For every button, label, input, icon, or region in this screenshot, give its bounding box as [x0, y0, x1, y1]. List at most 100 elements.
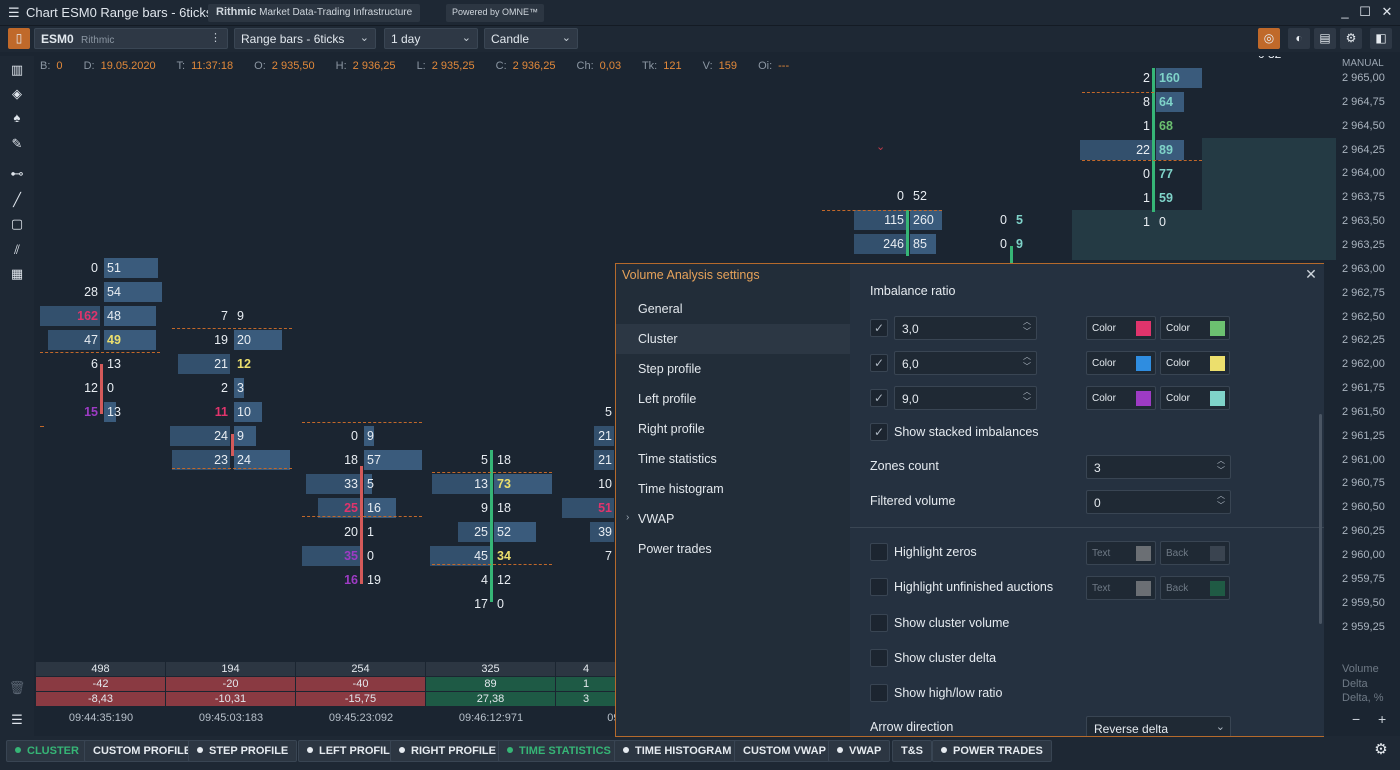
bid-volume: 9 — [481, 501, 488, 515]
highlight-unfinished-checkbox[interactable] — [870, 578, 888, 596]
nav-vwap[interactable]: › VWAP — [616, 504, 850, 534]
layers-icon[interactable]: ◈ — [12, 86, 22, 101]
tab-left-profile[interactable]: LEFT PROFILE — [298, 740, 407, 762]
price-label: 2 964,25 — [1342, 143, 1385, 156]
pencil-icon[interactable]: ✎ — [11, 136, 23, 151]
close-icon[interactable]: ✕ — [1305, 266, 1317, 282]
trash-icon[interactable]: 🗑 — [8, 680, 26, 695]
show-stacked-checkbox[interactable]: ✓ — [870, 423, 888, 441]
panel-toggle-icon[interactable]: ▯ — [8, 28, 30, 49]
stepper-icon[interactable]: ︿ ﹀ — [1023, 317, 1031, 336]
gear-icon[interactable]: ⚙ — [1374, 741, 1388, 758]
zoom-out-icon[interactable]: − — [1352, 711, 1361, 727]
nav-label: Right profile — [638, 422, 705, 436]
candle-wick — [906, 210, 909, 256]
ask-volume: 68 — [1159, 119, 1173, 133]
template-icon[interactable]: ▤ — [1314, 28, 1336, 49]
close-icon[interactable]: ✕ — [1381, 4, 1393, 19]
maximize-icon[interactable]: ☐ — [1359, 4, 1371, 19]
imbalance-color1-button[interactable]: Color — [1086, 386, 1156, 410]
imbalance-line — [302, 422, 422, 423]
ask-volume: 5 — [1016, 213, 1023, 227]
imbalance-ratio-input[interactable]: 9,0 ︿ ﹀ — [894, 386, 1037, 410]
color-swatch — [1136, 321, 1151, 336]
tab-custom-profile[interactable]: CUSTOM PROFILE — [84, 740, 201, 762]
style-select[interactable]: Candle ⌄ — [484, 28, 578, 49]
bid-volume: 25 — [344, 501, 358, 515]
volume-analysis-icon[interactable]: ◎ — [1258, 28, 1280, 49]
nav-general[interactable]: General — [616, 294, 850, 324]
nav-cluster[interactable]: Cluster — [616, 324, 850, 354]
list-icon[interactable]: ☰ — [11, 712, 23, 727]
show-cluster-delta-checkbox[interactable] — [870, 649, 888, 667]
gear-icon[interactable]: ⚙ — [1340, 28, 1362, 49]
show-cluster-volume-checkbox[interactable] — [870, 614, 888, 632]
fibonacci-icon[interactable]: ⫽ — [14, 242, 20, 257]
stepper-icon[interactable]: ︿ ﹀ — [1023, 352, 1031, 371]
tab-time-histogram[interactable]: TIME HISTOGRAM — [614, 740, 741, 762]
imbalance-color2-button[interactable]: Color — [1160, 316, 1230, 340]
bid-volume: 25 — [474, 525, 488, 539]
rectangle-icon[interactable]: ▢ — [10, 216, 24, 231]
indicators-icon[interactable]: ▥ — [10, 62, 24, 77]
zoom-in-icon[interactable]: + — [1378, 711, 1387, 727]
zeros-text-color[interactable]: Text — [1086, 541, 1156, 565]
stepper-icon[interactable]: ︿ ﹀ — [1217, 456, 1225, 475]
mouse-icon[interactable]: ◐ — [1288, 28, 1310, 49]
hamburger-icon[interactable]: ☰ — [8, 5, 20, 20]
tab-custom-vwap[interactable]: CUSTOM VWAP — [734, 740, 835, 762]
imbalance-color2-button[interactable]: Color — [1160, 351, 1230, 375]
more-icon[interactable]: ⋮ — [210, 32, 221, 44]
imbalance-ratio-input[interactable]: 6,0 ︿ ﹀ — [894, 351, 1037, 375]
sidebar-toggle-icon[interactable]: ◧ — [1370, 28, 1392, 49]
imbalance-line — [432, 564, 552, 565]
ask-volume: 9 — [237, 309, 244, 323]
nav-right-profile[interactable]: Right profile — [616, 414, 850, 444]
scrollbar[interactable] — [1319, 414, 1322, 624]
ruler-icon[interactable]: ▦ — [10, 266, 24, 281]
tab-right-profile[interactable]: RIGHT PROFILE — [390, 740, 505, 762]
arrow-direction-select[interactable]: Reverse delta ⌄ — [1086, 716, 1231, 736]
tab-vwap[interactable]: VWAP — [828, 740, 891, 762]
trend-line-icon[interactable]: ╱ — [13, 192, 21, 207]
imbalance-checkbox[interactable]: ✓ — [870, 319, 888, 337]
tab-t-s[interactable]: T&S — [892, 740, 932, 762]
stepper-icon[interactable]: ︿ ﹀ — [1023, 387, 1031, 406]
chart-type-select[interactable]: Range bars - 6ticks ⌄ — [234, 28, 376, 49]
price-axis[interactable]: MANUAL 2 965,00 2 964,75 2 964,50 2 964,25 2… — [1336, 56, 1400, 662]
nav-time-histogram[interactable]: Time histogram — [616, 474, 850, 504]
unfinished-text-color[interactable]: Text — [1086, 576, 1156, 600]
show-high-low-checkbox[interactable] — [870, 684, 888, 702]
filtered-volume-input[interactable]: 0 ︿ ﹀ — [1086, 490, 1231, 514]
ask-volume: 49 — [107, 333, 121, 347]
show-cluster-delta-label: Show cluster delta — [894, 651, 997, 665]
bid-volume: 21 — [598, 453, 612, 467]
minimize-icon[interactable]: _ — [1341, 4, 1349, 19]
horizontal-line-icon[interactable]: ⊷ — [10, 166, 24, 181]
nav-step-profile[interactable]: Step profile — [616, 354, 850, 384]
imbalance-color1-button[interactable]: Color — [1086, 316, 1156, 340]
imbalance-color2-button[interactable]: Color — [1160, 386, 1230, 410]
unfinished-back-color[interactable]: Back — [1160, 576, 1230, 600]
nav-left-profile[interactable]: Left profile — [616, 384, 850, 414]
axis-mode[interactable]: MANUAL — [1342, 58, 1384, 69]
alert-bell-icon[interactable]: ♠ — [13, 110, 21, 125]
tab-step-profile[interactable]: STEP PROFILE — [188, 740, 298, 762]
imbalance-color1-button[interactable]: Color — [1086, 351, 1156, 375]
tab-cluster[interactable]: CLUSTER — [6, 740, 88, 762]
zones-count-input[interactable]: 3 ︿ ﹀ — [1086, 455, 1231, 479]
imbalance-checkbox[interactable]: ✓ — [870, 389, 888, 407]
period-select[interactable]: 1 day ⌄ — [384, 28, 478, 49]
tab-power-trades[interactable]: POWER TRADES — [932, 740, 1052, 762]
tab-time-statistics[interactable]: TIME STATISTICS — [498, 740, 620, 762]
zeros-back-color[interactable]: Back — [1160, 541, 1230, 565]
nav-time-statistics[interactable]: Time statistics — [616, 444, 850, 474]
nav-power-trades[interactable]: Power trades — [616, 534, 850, 564]
ask-volume: 19 — [367, 573, 381, 587]
ask-volume-bar — [104, 402, 116, 422]
imbalance-checkbox[interactable]: ✓ — [870, 354, 888, 372]
stepper-icon[interactable]: ︿ ﹀ — [1217, 491, 1225, 510]
imbalance-ratio-input[interactable]: 3,0 ︿ ﹀ — [894, 316, 1037, 340]
highlight-zeros-checkbox[interactable] — [870, 543, 888, 561]
symbol-selector[interactable]: ESM0 Rithmic ⋮ — [34, 28, 228, 49]
